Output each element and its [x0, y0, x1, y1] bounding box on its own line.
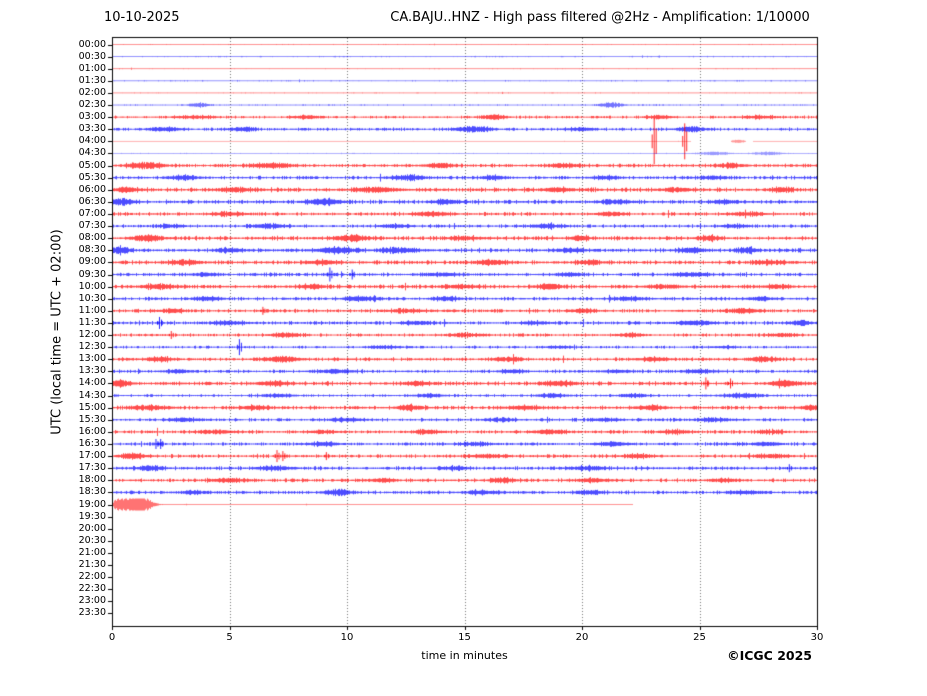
time-row-label: 03:00: [78, 111, 106, 123]
time-row-label: 13:00: [78, 353, 106, 365]
time-row-label: 11:00: [78, 304, 106, 316]
time-row-label: 10:00: [78, 280, 106, 292]
time-row-label: 20:30: [78, 534, 106, 546]
time-row-label: 02:30: [78, 99, 106, 111]
x-tick-label: 30: [810, 632, 824, 643]
time-row-label: 15:30: [78, 413, 106, 425]
time-row-label: 05:00: [78, 159, 106, 171]
time-row-label: 11:30: [78, 316, 106, 328]
time-row-label: 22:30: [78, 583, 106, 595]
time-row-label: 01:30: [78, 74, 106, 86]
time-row-label: 07:30: [78, 220, 106, 232]
time-row-label: 16:00: [78, 425, 106, 437]
x-tick-label: 5: [226, 632, 233, 643]
time-row-label: 06:30: [78, 195, 106, 207]
time-row-label: 23:00: [78, 595, 106, 607]
time-row-label: 04:00: [78, 135, 106, 147]
time-row-label: 06:00: [78, 183, 106, 195]
time-row-label: 16:30: [78, 437, 106, 449]
time-row-label: 13:30: [78, 365, 106, 377]
x-tick-label: 20: [575, 632, 589, 643]
time-row-label: 00:30: [78, 50, 106, 62]
time-row-label: 21:00: [78, 546, 106, 558]
time-row-label: 08:00: [78, 232, 106, 244]
x-tick-label: 0: [108, 632, 116, 643]
time-row-label: 17:30: [78, 462, 106, 474]
time-row-label: 02:00: [78, 86, 106, 98]
time-row-label: 22:00: [78, 571, 106, 583]
time-row-label: 05:30: [78, 171, 106, 183]
x-tick-label: 10: [340, 632, 354, 643]
time-row-label: 14:00: [78, 377, 106, 389]
time-row-label: 03:30: [78, 123, 106, 135]
time-row-label: 01:00: [78, 62, 106, 74]
time-row-label: 20:00: [78, 522, 106, 534]
x-axis-label: time in minutes: [421, 649, 508, 662]
plot-date: 10-10-2025: [104, 10, 180, 25]
time-row-label: 21:30: [78, 559, 106, 571]
time-row-label: 12:30: [78, 341, 106, 353]
copyright-text: ©ICGC 2025: [727, 648, 812, 663]
time-row-label: 04:30: [78, 147, 106, 159]
x-tick-label: 15: [458, 632, 471, 643]
time-row-label: 10:30: [78, 292, 106, 304]
time-row-label: 18:30: [78, 486, 106, 498]
time-row-label: 12:00: [78, 329, 106, 341]
time-row-label: 19:00: [78, 498, 106, 510]
time-row-label: 23:30: [78, 607, 106, 619]
time-row-label: 08:30: [78, 244, 106, 256]
time-row-label: 15:00: [78, 401, 106, 413]
time-row-label: 09:00: [78, 256, 106, 268]
time-row-label: 17:00: [78, 450, 106, 462]
time-row-label: 07:00: [78, 207, 106, 219]
time-row-label: 00:00: [78, 38, 106, 50]
time-row-label: 18:00: [78, 474, 106, 486]
time-row-label: 14:30: [78, 389, 106, 401]
time-row-label: 09:30: [78, 268, 106, 280]
plot-title: CA.BAJU..HNZ - High pass filtered @2Hz -…: [390, 10, 810, 25]
x-tick-label: 25: [693, 632, 706, 643]
time-row-label: 19:30: [78, 510, 106, 522]
